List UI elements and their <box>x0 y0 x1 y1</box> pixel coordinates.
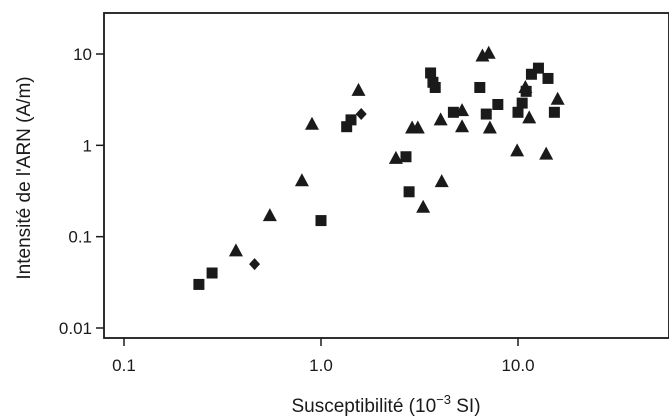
triangle-point <box>550 91 565 105</box>
triangle-point <box>481 45 496 59</box>
square-point <box>480 108 492 120</box>
square-point <box>425 67 437 79</box>
y-axis: 0.01 0.1 1 10 <box>59 45 104 338</box>
triangle-point <box>388 150 403 164</box>
triangle-point <box>351 82 366 96</box>
triangle-point <box>294 173 309 187</box>
square-point <box>403 186 415 198</box>
x-tick-label: 10.0 <box>501 356 534 375</box>
y-tick-label: 0.1 <box>68 228 92 247</box>
triangle-point <box>433 112 448 126</box>
square-point <box>206 267 218 279</box>
diamond-point <box>355 108 367 121</box>
y-axis-title: Intensité de l'ARN (A/m) <box>14 76 35 279</box>
x-axis-title: Susceptibilité (10−3 SI) <box>291 392 480 417</box>
triangle-point <box>410 120 425 134</box>
square-point <box>516 97 528 109</box>
triangle-point <box>455 103 470 117</box>
triangle-point <box>518 79 533 93</box>
diamond-point <box>249 258 261 271</box>
square-point <box>429 81 441 93</box>
triangle-point <box>228 243 243 257</box>
triangle-point <box>539 146 554 160</box>
triangle-point <box>262 208 277 222</box>
triangle-point <box>482 120 497 134</box>
triangle-point <box>304 116 319 130</box>
y-tick-label: 1 <box>83 136 92 155</box>
triangle-point <box>455 119 470 133</box>
triangle-point <box>434 174 449 188</box>
triangle-point <box>522 110 537 124</box>
x-tick-label: 1.0 <box>309 356 333 375</box>
triangle-point <box>416 199 431 213</box>
plot-frame <box>103 12 669 339</box>
square-point <box>345 114 357 126</box>
y-tick-label: 0.01 <box>59 319 92 338</box>
square-point <box>512 106 524 118</box>
square-point <box>193 278 205 290</box>
y-tick-label: 10 <box>73 45 92 64</box>
square-point <box>341 121 353 133</box>
x-tick-label: 0.1 <box>112 356 136 375</box>
square-point <box>400 151 412 163</box>
square-point <box>447 106 459 118</box>
square-point <box>492 98 504 110</box>
square-point <box>548 106 560 118</box>
triangle-point <box>510 143 525 157</box>
square-point <box>315 215 327 227</box>
square-point <box>542 72 554 84</box>
square-point <box>474 81 486 93</box>
square-point <box>532 62 544 74</box>
x-axis: 0.1 1.0 10.0 <box>112 338 535 375</box>
data-points <box>193 45 565 290</box>
square-point <box>525 68 537 80</box>
